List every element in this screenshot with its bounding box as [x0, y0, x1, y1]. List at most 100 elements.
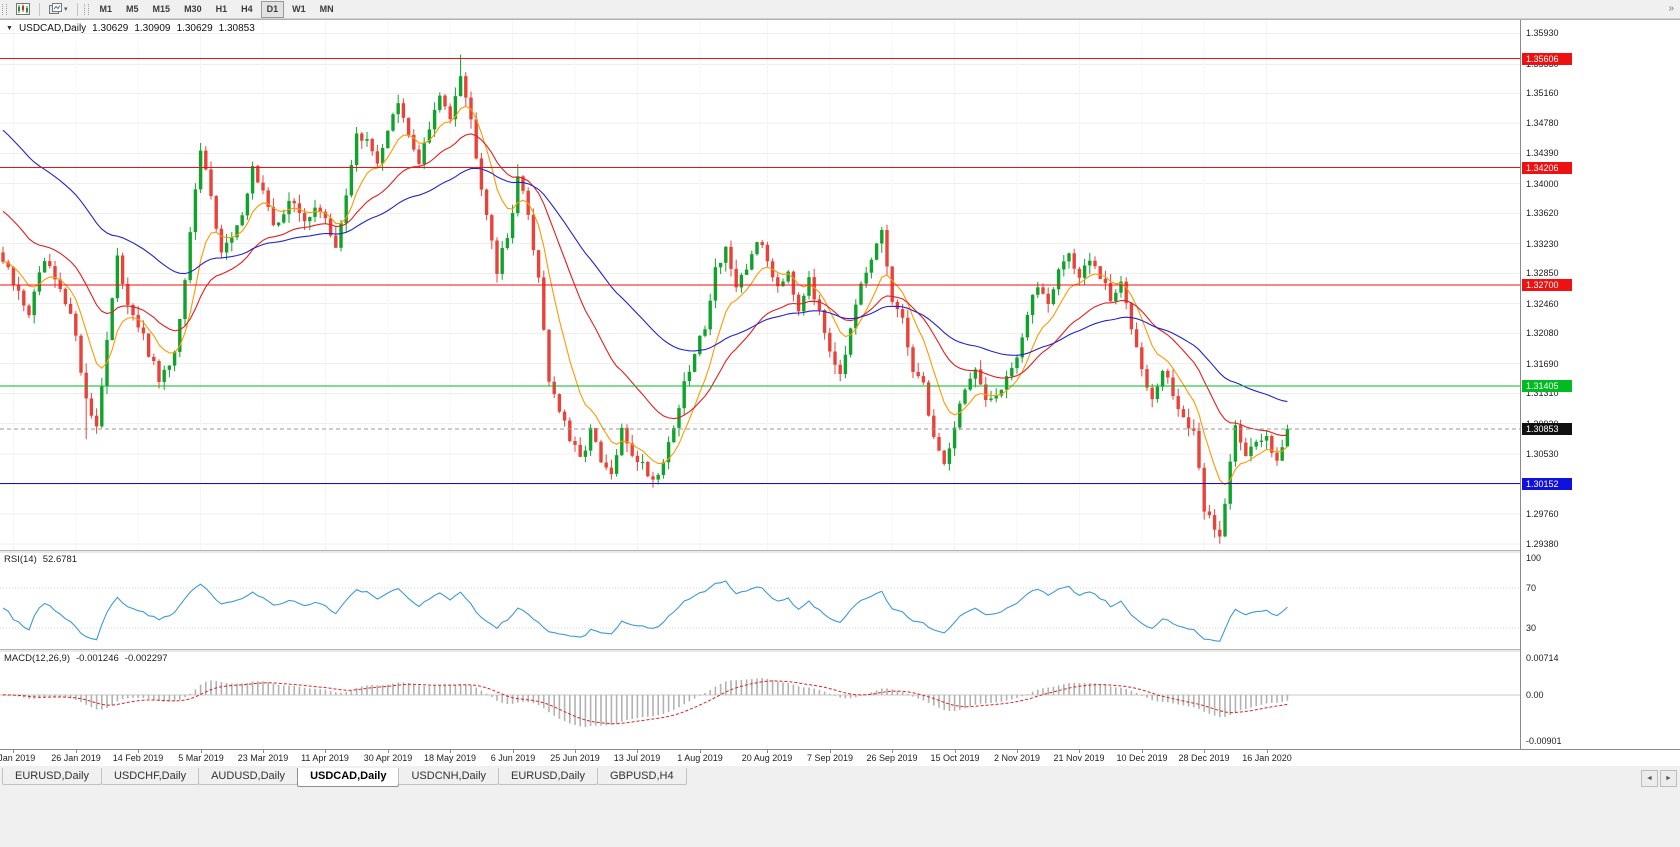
macd-signal-value: -0.002297 [124, 653, 168, 664]
date-axis-label: 8 Jan 2019 [0, 753, 36, 763]
date-tick [1267, 750, 1268, 753]
ohlc-high: 1.30909 [134, 23, 171, 34]
date-axis-label: 14 Feb 2019 [112, 753, 164, 763]
date-tick [892, 750, 893, 753]
date-axis-label: 28 Dec 2019 [1178, 753, 1230, 763]
date-tick [138, 750, 139, 753]
rsi-value: 52.6781 [42, 554, 78, 565]
macd-axis-tick: -0.00901 [1526, 736, 1562, 746]
chart-window: ▼ USDCAD,Daily 1.30629 1.30909 1.30629 1… [0, 19, 1680, 766]
profiles-icon [49, 3, 62, 14]
price-axis-tick: 1.32850 [1526, 268, 1559, 278]
tab-eurusd-daily[interactable]: EURUSD,Daily [498, 768, 598, 785]
date-tick [513, 750, 514, 753]
timeframe-button-w1[interactable]: W1 [292, 3, 306, 14]
timeframe-button-h4[interactable]: H4 [241, 3, 253, 14]
price-axis-tick: 1.33620 [1526, 208, 1559, 218]
date-tick [13, 750, 14, 753]
price-axis-tick: 1.32080 [1526, 328, 1559, 338]
date-tick [325, 750, 326, 753]
tab-usdcad-daily[interactable]: USDCAD,Daily [297, 768, 400, 787]
rsi-canvas[interactable] [0, 552, 1520, 649]
collapse-icon[interactable]: ▼ [6, 25, 13, 32]
chart-type-button[interactable] [12, 0, 34, 18]
tab-scroll-right-icon[interactable]: ► [1660, 770, 1677, 787]
toolbar-separator [39, 2, 40, 16]
price-axis[interactable]: 1.359301.355301.351601.347801.343901.340… [1520, 20, 1680, 765]
timeframe-buttons: M1 M5 M15 M30 H1 H4 D1 W1 MN [93, 0, 341, 18]
date-tick [263, 750, 264, 753]
date-axis[interactable]: 8 Jan 2019 26 Jan 2019 14 Feb 2019 5 Mar 20… [0, 749, 1680, 766]
main-chart-canvas[interactable] [0, 20, 1520, 550]
price-axis-tick: 1.34780 [1526, 118, 1559, 128]
timeframe-button-m30[interactable]: M30 [184, 3, 202, 14]
date-tick [637, 750, 638, 753]
toolbar-grip[interactable] [83, 3, 89, 15]
date-axis-label: 20 Aug 2019 [741, 753, 793, 763]
date-tick [700, 750, 701, 753]
profiles-button[interactable]: ▾ [45, 0, 72, 18]
timeframe-button-mn[interactable]: MN [319, 3, 334, 14]
macd-canvas[interactable] [0, 651, 1520, 749]
price-axis-tick: 1.35160 [1526, 88, 1559, 98]
price-axis-tick: 1.31310 [1526, 388, 1559, 398]
date-tick [450, 750, 451, 753]
date-tick [575, 750, 576, 753]
date-tick [955, 750, 956, 753]
date-axis-label: 18 May 2019 [423, 753, 477, 763]
tab-audusd-daily[interactable]: AUDUSD,Daily [198, 768, 299, 785]
date-axis-label: 23 Mar 2019 [237, 753, 289, 763]
current-price-tag: 1.30853 [1522, 423, 1572, 435]
date-axis-label: 25 Jun 2019 [550, 753, 600, 763]
price-axis-tick: 1.35930 [1526, 28, 1559, 38]
price-axis-tick: 1.34000 [1526, 179, 1559, 189]
timeframe-button-m1[interactable]: M1 [99, 3, 113, 14]
tab-usdcnh-daily[interactable]: USDCNH,Daily [398, 768, 500, 785]
price-axis-tick: 1.31690 [1526, 359, 1559, 369]
date-tick [830, 750, 831, 753]
panel-splitter[interactable] [0, 550, 1680, 553]
ohlc-close: 1.30853 [218, 23, 255, 34]
tab-gbpusd-h4[interactable]: GBPUSD,H4 [597, 768, 687, 785]
rsi-axis-tick: 70 [1526, 583, 1537, 593]
macd-axis-tick: 0.00714 [1526, 653, 1559, 663]
macd-label: MACD(12,26,9) [4, 653, 70, 664]
tab-scroll-buttons: ◄ ► [1641, 770, 1677, 787]
date-axis-label: 11 Apr 2019 [301, 753, 349, 763]
date-axis-label: 30 Apr 2019 [363, 753, 413, 763]
toolbar-overflow-icon[interactable]: » [1668, 3, 1674, 14]
price-axis-tick: 1.34390 [1526, 148, 1559, 158]
ohlc-low: 1.30629 [176, 23, 213, 34]
timeframe-button-m5[interactable]: M5 [126, 3, 139, 14]
timeframe-button-h1[interactable]: H1 [215, 3, 228, 14]
tab-scroll-left-icon[interactable]: ◄ [1641, 770, 1658, 787]
chart-tab-bar: EURUSD,Daily USDCHF,Daily AUDUSD,Daily USDC… [0, 768, 1662, 789]
date-tick [201, 750, 202, 753]
tab-eurusd-daily[interactable]: EURUSD,Daily [2, 768, 102, 785]
chart-ohlc-header: ▼ USDCAD,Daily 1.30629 1.30909 1.30629 1… [6, 23, 255, 34]
panel-splitter[interactable] [0, 649, 1680, 652]
timeframe-button-d1[interactable]: D1 [260, 0, 285, 18]
date-axis-label: 1 Aug 2019 [677, 753, 723, 763]
date-axis-label: 13 Jul 2019 [613, 753, 661, 763]
candlestick-chart-icon [16, 3, 30, 15]
timeframe-button-m15[interactable]: M15 [152, 3, 171, 14]
date-axis-label: 15 Oct 2019 [930, 753, 980, 763]
tab-usdchf-daily[interactable]: USDCHF,Daily [100, 768, 200, 785]
date-tick [388, 750, 389, 753]
date-axis-label: 7 Sep 2019 [806, 753, 854, 763]
toolbar-separator [76, 2, 78, 16]
date-axis-label: 26 Sep 2019 [866, 753, 918, 763]
date-tick [767, 750, 768, 753]
symbol-period-label: USDCAD,Daily [18, 23, 87, 34]
price-axis-tick: 1.33230 [1526, 239, 1559, 249]
price-axis-tick: 1.30530 [1526, 449, 1559, 459]
date-axis-label: 10 Dec 2019 [1116, 753, 1168, 763]
date-tick [1204, 750, 1205, 753]
date-axis-label: 26 Jan 2019 [51, 753, 101, 763]
date-tick [1017, 750, 1018, 753]
date-tick [76, 750, 77, 753]
price-axis-tick: 1.29380 [1526, 539, 1559, 549]
toolbar-grip[interactable] [2, 3, 7, 15]
